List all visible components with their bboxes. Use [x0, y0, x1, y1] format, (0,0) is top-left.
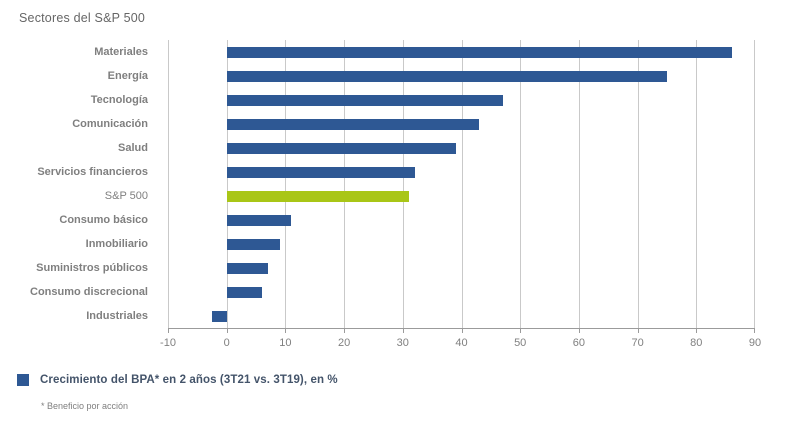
legend: Crecimiento del BPA* en 2 años (3T21 vs.… — [17, 374, 338, 386]
chart-title: Sectores del S&P 500 — [19, 11, 146, 25]
axis-tick — [520, 328, 522, 333]
plot-area — [168, 40, 755, 333]
category-label-energia: Energía — [107, 69, 148, 82]
axis-tick — [226, 328, 228, 333]
bar-servicios-financieros — [226, 166, 415, 178]
category-label-consumo-basico: Consumo básico — [59, 213, 148, 226]
x-tick-label: -10 — [160, 337, 176, 349]
category-label-inmobiliario: Inmobiliario — [85, 237, 148, 250]
footnote: * Beneficio por acción — [41, 401, 129, 411]
bar-consumo-basico — [226, 214, 292, 226]
x-tick-label: 80 — [690, 337, 703, 349]
category-label-s-p-500: S&P 500 — [104, 189, 148, 202]
gridline — [402, 40, 404, 328]
axis-tick — [637, 328, 639, 333]
axis-tick — [696, 328, 698, 333]
axis-tick — [402, 328, 404, 333]
category-labels: Materiales Energía Tecnología Comunicación S… — [0, 40, 158, 328]
x-tick-label: 40 — [455, 337, 468, 349]
bar-comunicacion — [226, 118, 480, 130]
bar-inmobiliario — [226, 238, 280, 250]
x-tick-label: 30 — [396, 337, 409, 349]
category-label-consumo-discrecional: Consumo discrecional — [30, 285, 148, 298]
gridline — [578, 40, 580, 328]
axis-tick — [168, 328, 169, 333]
bar-consumo-discrecional — [226, 286, 262, 298]
x-tick-label: 0 — [223, 337, 230, 349]
legend-swatch-icon — [17, 374, 29, 386]
legend-label: Crecimiento del BPA* en 2 años (3T21 vs.… — [40, 374, 338, 386]
gridline — [226, 40, 228, 328]
category-label-comunicacion: Comunicación — [72, 117, 148, 130]
category-label-tecnologia: Tecnología — [90, 93, 148, 106]
gridline — [168, 40, 169, 328]
x-tick-label: 70 — [631, 337, 644, 349]
bar-tecnologia — [226, 94, 503, 106]
category-label-salud: Salud — [118, 141, 148, 154]
x-tick-label: 10 — [279, 337, 292, 349]
x-tick-label: 60 — [572, 337, 586, 349]
gridline — [461, 40, 463, 328]
axis-tick — [754, 328, 755, 333]
bar-salud — [226, 142, 456, 154]
bar-materiales — [226, 46, 732, 58]
gridline — [696, 40, 698, 328]
bar-suministros-publicos — [226, 262, 268, 274]
bar-industriales — [212, 310, 227, 322]
x-tick-label: 20 — [337, 337, 351, 349]
x-tick-label: 50 — [514, 337, 527, 349]
axis-tick — [461, 328, 463, 333]
category-label-materiales: Materiales — [94, 45, 148, 58]
bar-s-p-500 — [226, 190, 409, 202]
gridline — [637, 40, 639, 328]
axis-tick — [578, 328, 580, 333]
category-label-suministros-publicos: Suministros públicos — [36, 261, 148, 274]
gridline — [285, 40, 287, 328]
category-label-industriales: Industriales — [86, 309, 148, 322]
axis-tick — [344, 328, 346, 333]
x-axis-labels: -10 0 10 20 30 40 50 60 70 80 90 — [160, 337, 761, 351]
gridline — [754, 40, 755, 328]
bar-energia — [226, 70, 667, 82]
category-label-servicios-financieros: Servicios financieros — [37, 165, 148, 178]
gridline — [344, 40, 346, 328]
x-tick-label: 90 — [748, 337, 762, 349]
axis-tick — [285, 328, 287, 333]
gridline — [520, 40, 522, 328]
